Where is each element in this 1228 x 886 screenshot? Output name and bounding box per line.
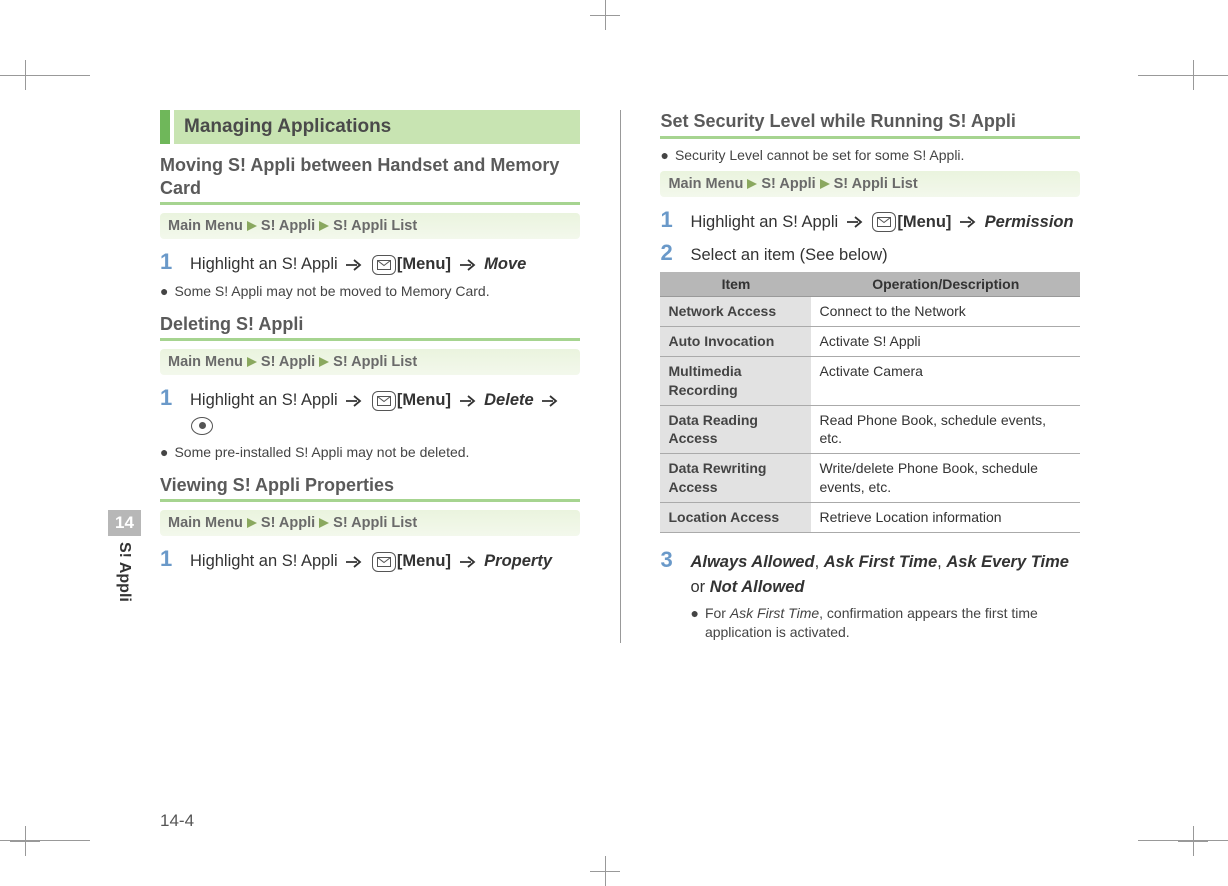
step-row: 1 Highlight an S! Appli [Menu] Move: [160, 249, 580, 277]
note: ●Security Level cannot be set for some S…: [660, 147, 1080, 163]
table-cell-desc: Read Phone Book, schedule events, etc.: [811, 405, 1080, 454]
breadcrumb-arrow-icon: [319, 357, 329, 367]
step-row: 3 Always Allowed, Ask First Time, Ask Ev…: [660, 547, 1080, 600]
arrow-icon: [460, 556, 476, 568]
table-header-item: Item: [660, 272, 811, 297]
step-number: 1: [160, 546, 178, 572]
table-cell-item: Multimedia Recording: [660, 356, 811, 405]
chapter-label: S! Appli: [115, 542, 133, 602]
breadcrumb-arrow-icon: [747, 179, 757, 189]
breadcrumb-deleting: Main Menu S! Appli S! Appli List: [160, 349, 580, 375]
mail-key-icon: [872, 212, 896, 232]
breadcrumb-viewing: Main Menu S! Appli S! Appli List: [160, 510, 580, 536]
step-body: Highlight an S! Appli [Menu] Property: [190, 549, 580, 574]
crop-mark: [10, 826, 40, 856]
crop-mark: [1138, 840, 1228, 841]
arrow-icon: [542, 395, 558, 407]
breadcrumb-arrow-icon: [820, 179, 830, 189]
table-row: Data Rewriting AccessWrite/delete Phone …: [660, 454, 1080, 503]
table-cell-item: Network Access: [660, 297, 811, 327]
table-row: Multimedia RecordingActivate Camera: [660, 356, 1080, 405]
mail-key-icon: [372, 391, 396, 411]
arrow-icon: [460, 259, 476, 271]
table-cell-item: Data Reading Access: [660, 405, 811, 454]
breadcrumb-arrow-icon: [319, 221, 329, 231]
page-number: 14-4: [160, 811, 194, 831]
breadcrumb-moving: Main Menu S! Appli S! Appli List: [160, 213, 580, 239]
breadcrumb-arrow-icon: [319, 518, 329, 528]
step-number: 1: [160, 249, 178, 275]
step-number: 1: [160, 385, 178, 411]
crop-mark: [1178, 60, 1208, 90]
crop-mark: [1138, 75, 1228, 76]
table-row: Network AccessConnect to the Network: [660, 297, 1080, 327]
table-cell-item: Auto Invocation: [660, 326, 811, 356]
note: ●Some pre-installed S! Appli may not be …: [160, 444, 580, 460]
table-cell-desc: Write/delete Phone Book, schedule events…: [811, 454, 1080, 503]
arrow-icon: [346, 395, 362, 407]
sub-heading-security: Set Security Level while Running S! Appl…: [660, 110, 1080, 139]
chapter-number: 14: [108, 510, 141, 536]
table-header-desc: Operation/Description: [811, 272, 1080, 297]
table-cell-desc: Activate Camera: [811, 356, 1080, 405]
section-title: Managing Applications: [174, 110, 580, 144]
right-column: Set Security Level while Running S! Appl…: [660, 110, 1080, 643]
step-row: 2 Select an item (See below): [660, 240, 1080, 268]
column-divider: [620, 110, 621, 643]
crop-mark: [0, 75, 90, 76]
mail-key-icon: [372, 255, 396, 275]
step-row: 1 Highlight an S! Appli [Menu] Permissio…: [660, 207, 1080, 235]
left-column: Managing Applications Moving S! Appli be…: [160, 110, 580, 643]
step-body: Always Allowed, Ask First Time, Ask Ever…: [690, 550, 1080, 600]
arrow-icon: [460, 395, 476, 407]
table-cell-desc: Connect to the Network: [811, 297, 1080, 327]
table-row: Data Reading AccessRead Phone Book, sche…: [660, 405, 1080, 454]
crop-mark: [590, 856, 620, 886]
permissions-table: Item Operation/Description Network Acces…: [660, 272, 1080, 533]
sub-heading-deleting: Deleting S! Appli: [160, 313, 580, 342]
note: ●Some S! Appli may not be moved to Memor…: [160, 283, 580, 299]
sub-heading-viewing: Viewing S! Appli Properties: [160, 474, 580, 503]
crop-mark: [590, 0, 620, 30]
table-cell-desc: Retrieve Location information: [811, 503, 1080, 533]
arrow-icon: [847, 216, 863, 228]
step-body: Highlight an S! Appli [Menu] Delete: [190, 388, 580, 438]
center-key-icon: [191, 417, 213, 435]
step-body: Select an item (See below): [690, 243, 1080, 268]
sub-note: ● For Ask First Time, confirmation appea…: [690, 604, 1080, 643]
table-cell-item: Location Access: [660, 503, 811, 533]
crop-mark: [10, 60, 40, 90]
table-row: Auto InvocationActivate S! Appli: [660, 326, 1080, 356]
breadcrumb-security: Main Menu S! Appli S! Appli List: [660, 171, 1080, 197]
step-number: 1: [660, 207, 678, 233]
table-cell-desc: Activate S! Appli: [811, 326, 1080, 356]
step-row: 1 Highlight an S! Appli [Menu] Delete: [160, 385, 580, 438]
crop-mark: [0, 840, 90, 841]
chapter-tab: 14 S! Appli: [108, 510, 141, 602]
arrow-icon: [960, 216, 976, 228]
arrow-icon: [346, 259, 362, 271]
step-row: 1 Highlight an S! Appli [Menu] Property: [160, 546, 580, 574]
section-header: Managing Applications: [160, 110, 580, 144]
breadcrumb-arrow-icon: [247, 221, 257, 231]
table-cell-item: Data Rewriting Access: [660, 454, 811, 503]
table-row: Location AccessRetrieve Location informa…: [660, 503, 1080, 533]
arrow-icon: [346, 556, 362, 568]
page-content: Managing Applications Moving S! Appli be…: [160, 110, 1080, 643]
step-number: 3: [660, 547, 678, 573]
sub-heading-moving: Moving S! Appli between Handset and Memo…: [160, 154, 580, 205]
mail-key-icon: [372, 552, 396, 572]
step-body: Highlight an S! Appli [Menu] Move: [190, 252, 580, 277]
breadcrumb-arrow-icon: [247, 357, 257, 367]
step-body: Highlight an S! Appli [Menu] Permission: [690, 210, 1080, 235]
step-number: 2: [660, 240, 678, 266]
breadcrumb-arrow-icon: [247, 518, 257, 528]
crop-mark: [1178, 826, 1208, 856]
